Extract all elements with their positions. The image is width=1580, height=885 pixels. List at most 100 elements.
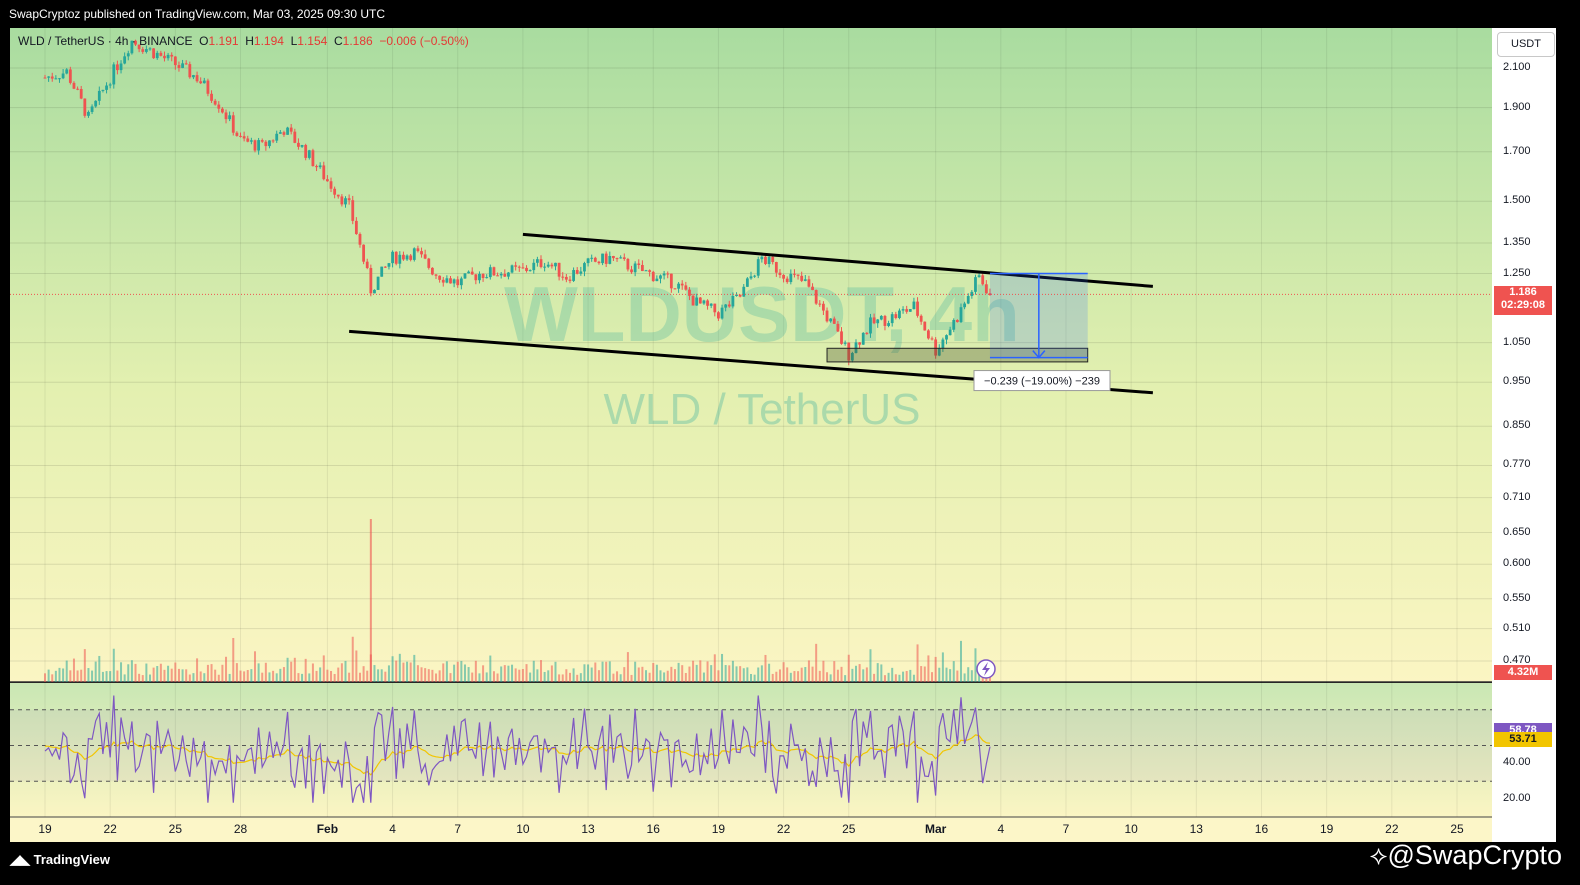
candle-body — [282, 132, 286, 135]
candle-body — [177, 65, 181, 68]
candle-body — [782, 274, 785, 279]
volume-bar — [116, 670, 119, 682]
candle-body — [622, 257, 626, 259]
volume-bar — [597, 670, 600, 682]
candle-body — [297, 142, 300, 147]
volume-bar — [261, 672, 264, 682]
candle-body — [717, 312, 720, 319]
volume-bar — [760, 665, 763, 682]
volume-bar — [652, 662, 655, 682]
candle-body — [974, 277, 977, 292]
volume-bar — [826, 672, 829, 682]
volume-bar — [974, 648, 977, 682]
candle-body — [908, 309, 912, 312]
volume-bar — [670, 666, 673, 682]
candle-body — [112, 64, 116, 85]
volume-bar — [797, 671, 800, 682]
candle-body — [575, 270, 579, 274]
volume-bar — [333, 673, 336, 682]
candle-body — [141, 49, 145, 52]
candle-body — [412, 248, 416, 260]
candle-body — [688, 289, 691, 296]
author-handle-text: @SwapCrypto — [1387, 840, 1562, 870]
candle-body — [669, 273, 673, 289]
volume-bar — [438, 670, 441, 682]
volume-bar — [601, 661, 604, 682]
volume-bar — [554, 661, 557, 682]
candle-body — [148, 48, 152, 50]
price-axis[interactable] — [1492, 28, 1556, 842]
volume-bar — [583, 664, 586, 682]
volume-bar — [775, 671, 778, 682]
watermark-name: WLD / TetherUS — [603, 385, 920, 434]
candle-body — [441, 279, 445, 283]
volume-bar — [768, 663, 771, 682]
chart-area[interactable]: WLDUSDT, 4h WLD / TetherUS −0.239 (−19.00%… — [10, 28, 1492, 842]
candle-body — [785, 278, 789, 283]
price-tick-label: 1.700 — [1503, 144, 1531, 157]
candle-body — [217, 104, 221, 109]
volume-bar — [297, 673, 300, 682]
candle-body — [568, 279, 572, 281]
candle-body — [764, 256, 767, 265]
candle-body — [184, 63, 188, 65]
tradingview-logo[interactable]: ◢◣ TradingView — [10, 852, 110, 868]
candle-body — [485, 277, 489, 279]
candle-body — [144, 49, 148, 52]
volume-bar — [576, 674, 579, 682]
volume-bar — [424, 668, 427, 682]
candle-body — [916, 301, 919, 316]
candle-body — [137, 44, 141, 50]
volume-bar — [210, 664, 213, 682]
time-tick-label: 10 — [516, 822, 530, 836]
volume-bar — [540, 660, 543, 682]
volume-bar — [474, 660, 477, 682]
volume-bar — [51, 674, 54, 682]
volume-bar — [619, 674, 622, 682]
volume-bar — [463, 664, 466, 682]
candle-body — [289, 127, 293, 132]
candle-body — [507, 272, 510, 277]
volume-bar — [952, 661, 955, 682]
price-tick-label: 1.250 — [1503, 266, 1531, 279]
volume-bar — [344, 660, 347, 682]
volume-bar — [409, 662, 412, 682]
candle-body — [199, 81, 203, 84]
volume-bar — [746, 667, 749, 682]
time-tick-label: Mar — [924, 822, 947, 836]
candle-body — [528, 270, 532, 272]
candle-body — [561, 276, 565, 278]
candle-body — [336, 194, 340, 197]
candle-body — [394, 251, 398, 264]
candle-body — [778, 272, 782, 275]
measure-arrow-head — [1032, 350, 1046, 359]
currency-button[interactable]: USDT — [1497, 32, 1555, 57]
volume-bar — [453, 664, 456, 682]
volume-bar — [721, 653, 724, 682]
volume-bar — [851, 668, 854, 682]
candle-body — [738, 294, 742, 297]
candle-body — [195, 75, 199, 82]
candle-body — [166, 54, 170, 59]
candle-body — [557, 262, 561, 277]
price-tick-label: 1.350 — [1503, 236, 1531, 249]
candle-body — [923, 321, 927, 331]
volume-bar — [525, 664, 528, 682]
candle-body — [434, 274, 438, 276]
candle-body — [445, 278, 449, 283]
volume-bar — [482, 665, 485, 682]
candle-body — [239, 135, 242, 137]
volume-bar — [109, 671, 112, 682]
channel-upper-line — [522, 232, 1154, 288]
volume-bar — [529, 672, 532, 682]
volume-bar — [735, 666, 738, 682]
price-tick-label: 0.600 — [1503, 557, 1531, 570]
candle-body — [876, 319, 880, 324]
volume-bar — [130, 660, 133, 682]
candle-body — [579, 271, 583, 274]
volume-bar — [891, 667, 894, 682]
rsi-tick-label: 20.00 — [1503, 792, 1531, 805]
price-tick-label: 2.100 — [1503, 61, 1531, 73]
candle-body — [105, 85, 108, 90]
volume-bar — [485, 672, 488, 682]
